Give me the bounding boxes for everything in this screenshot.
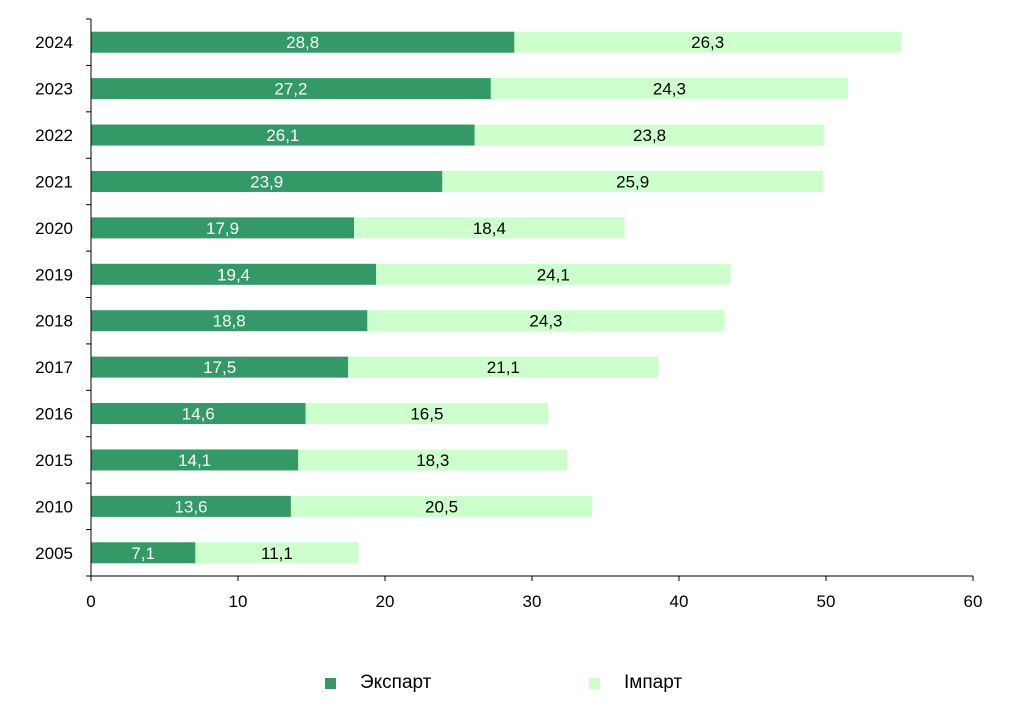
y-tick-label-2005: 2005 bbox=[35, 544, 73, 563]
data-label-export-2020: 17,9 bbox=[206, 219, 239, 238]
bar-import-2021 bbox=[442, 170, 824, 192]
bar-import-2020 bbox=[354, 217, 625, 239]
data-label-import-2017: 21,1 bbox=[487, 358, 520, 377]
data-label-export-2010: 13,6 bbox=[174, 497, 207, 516]
data-label-import-2021: 25,9 bbox=[616, 172, 649, 191]
data-label-export-2023: 27,2 bbox=[274, 80, 307, 99]
data-label-export-2016: 14,6 bbox=[182, 405, 215, 424]
data-label-export-2015: 14,1 bbox=[178, 451, 211, 470]
y-tick-label-2010: 2010 bbox=[35, 497, 73, 516]
bar-export-2022 bbox=[91, 124, 475, 146]
data-label-import-2019: 24,1 bbox=[537, 265, 570, 284]
bar-export-2020 bbox=[91, 217, 355, 239]
y-tick-label-2020: 2020 bbox=[35, 219, 73, 238]
data-label-import-2005: 11,1 bbox=[261, 544, 293, 563]
data-label-export-2019: 19,4 bbox=[217, 265, 250, 284]
y-tick-label-2015: 2015 bbox=[35, 451, 73, 470]
legend-item-import: Імпарт bbox=[589, 672, 682, 694]
x-tick-label-40: 40 bbox=[670, 592, 689, 611]
y-tick-label-2022: 2022 bbox=[35, 126, 73, 145]
data-label-export-2018: 18,8 bbox=[213, 312, 246, 331]
bar-export-2018 bbox=[91, 310, 368, 332]
data-label-import-2024: 26,3 bbox=[691, 33, 724, 52]
bar-import-2010 bbox=[290, 495, 593, 517]
data-label-export-2021: 23,9 bbox=[250, 172, 283, 191]
bar-import-2018 bbox=[367, 310, 725, 332]
data-label-import-2018: 24,3 bbox=[529, 312, 562, 331]
bar-import-2024 bbox=[514, 31, 901, 53]
bar-import-2016 bbox=[305, 403, 549, 425]
bar-export-2005 bbox=[91, 542, 196, 564]
bar-export-2023 bbox=[91, 78, 491, 100]
bar-export-2017 bbox=[91, 356, 349, 378]
bar-export-2024 bbox=[91, 31, 515, 53]
data-label-export-2022: 26,1 bbox=[266, 126, 299, 145]
bar-export-2019 bbox=[91, 263, 377, 285]
x-tick-label-30: 30 bbox=[523, 592, 542, 611]
bar-export-2015 bbox=[91, 449, 299, 471]
y-tick-label-2021: 2021 bbox=[35, 172, 73, 191]
data-label-import-2016: 16,5 bbox=[410, 405, 443, 424]
data-label-import-2020: 18,4 bbox=[473, 219, 506, 238]
y-tick-label-2016: 2016 bbox=[35, 405, 73, 424]
data-label-import-2022: 23,8 bbox=[633, 126, 666, 145]
legend: Экспарт Імпарт bbox=[0, 672, 1013, 700]
bar-export-2016 bbox=[91, 403, 306, 425]
data-label-import-2023: 24,3 bbox=[653, 80, 686, 99]
y-tick-label-2017: 2017 bbox=[35, 358, 73, 377]
x-tick-label-50: 50 bbox=[817, 592, 836, 611]
x-tick-label-60: 60 bbox=[964, 592, 983, 611]
x-tick-label-0: 0 bbox=[86, 592, 95, 611]
legend-label-import: Імпарт bbox=[624, 672, 683, 693]
legend-item-export: Экспарт bbox=[325, 672, 431, 694]
stacked-bar-chart: 28,8 26,3 2024 27,2 24,3 2023 26,1 23,8 2022 23,9… bbox=[35, 18, 983, 611]
bar-import-2022 bbox=[474, 124, 825, 146]
y-tick-label-2019: 2019 bbox=[35, 265, 73, 284]
y-tick-label-2023: 2023 bbox=[35, 80, 73, 99]
legend-swatch-export bbox=[325, 677, 336, 689]
legend-swatch-import bbox=[589, 677, 600, 689]
bar-import-2005 bbox=[195, 542, 359, 564]
data-label-export-2005: 7,1 bbox=[131, 544, 155, 563]
bar-export-2010 bbox=[91, 495, 291, 517]
bar-export-2021 bbox=[91, 170, 443, 192]
x-tick-label-10: 10 bbox=[229, 592, 248, 611]
y-tick-label-2018: 2018 bbox=[35, 312, 73, 331]
bar-import-2017 bbox=[348, 356, 659, 378]
data-label-export-2017: 17,5 bbox=[203, 358, 236, 377]
data-label-export-2024: 28,8 bbox=[286, 33, 319, 52]
legend-label-export: Экспарт bbox=[360, 672, 432, 693]
y-tick-label-2024: 2024 bbox=[35, 33, 73, 52]
bar-import-2015 bbox=[298, 449, 568, 471]
x-tick-label-20: 20 bbox=[376, 592, 395, 611]
bar-import-2019 bbox=[376, 263, 731, 285]
data-label-import-2010: 20,5 bbox=[425, 497, 458, 516]
data-label-import-2015: 18,3 bbox=[416, 451, 449, 470]
bar-import-2023 bbox=[490, 78, 849, 100]
